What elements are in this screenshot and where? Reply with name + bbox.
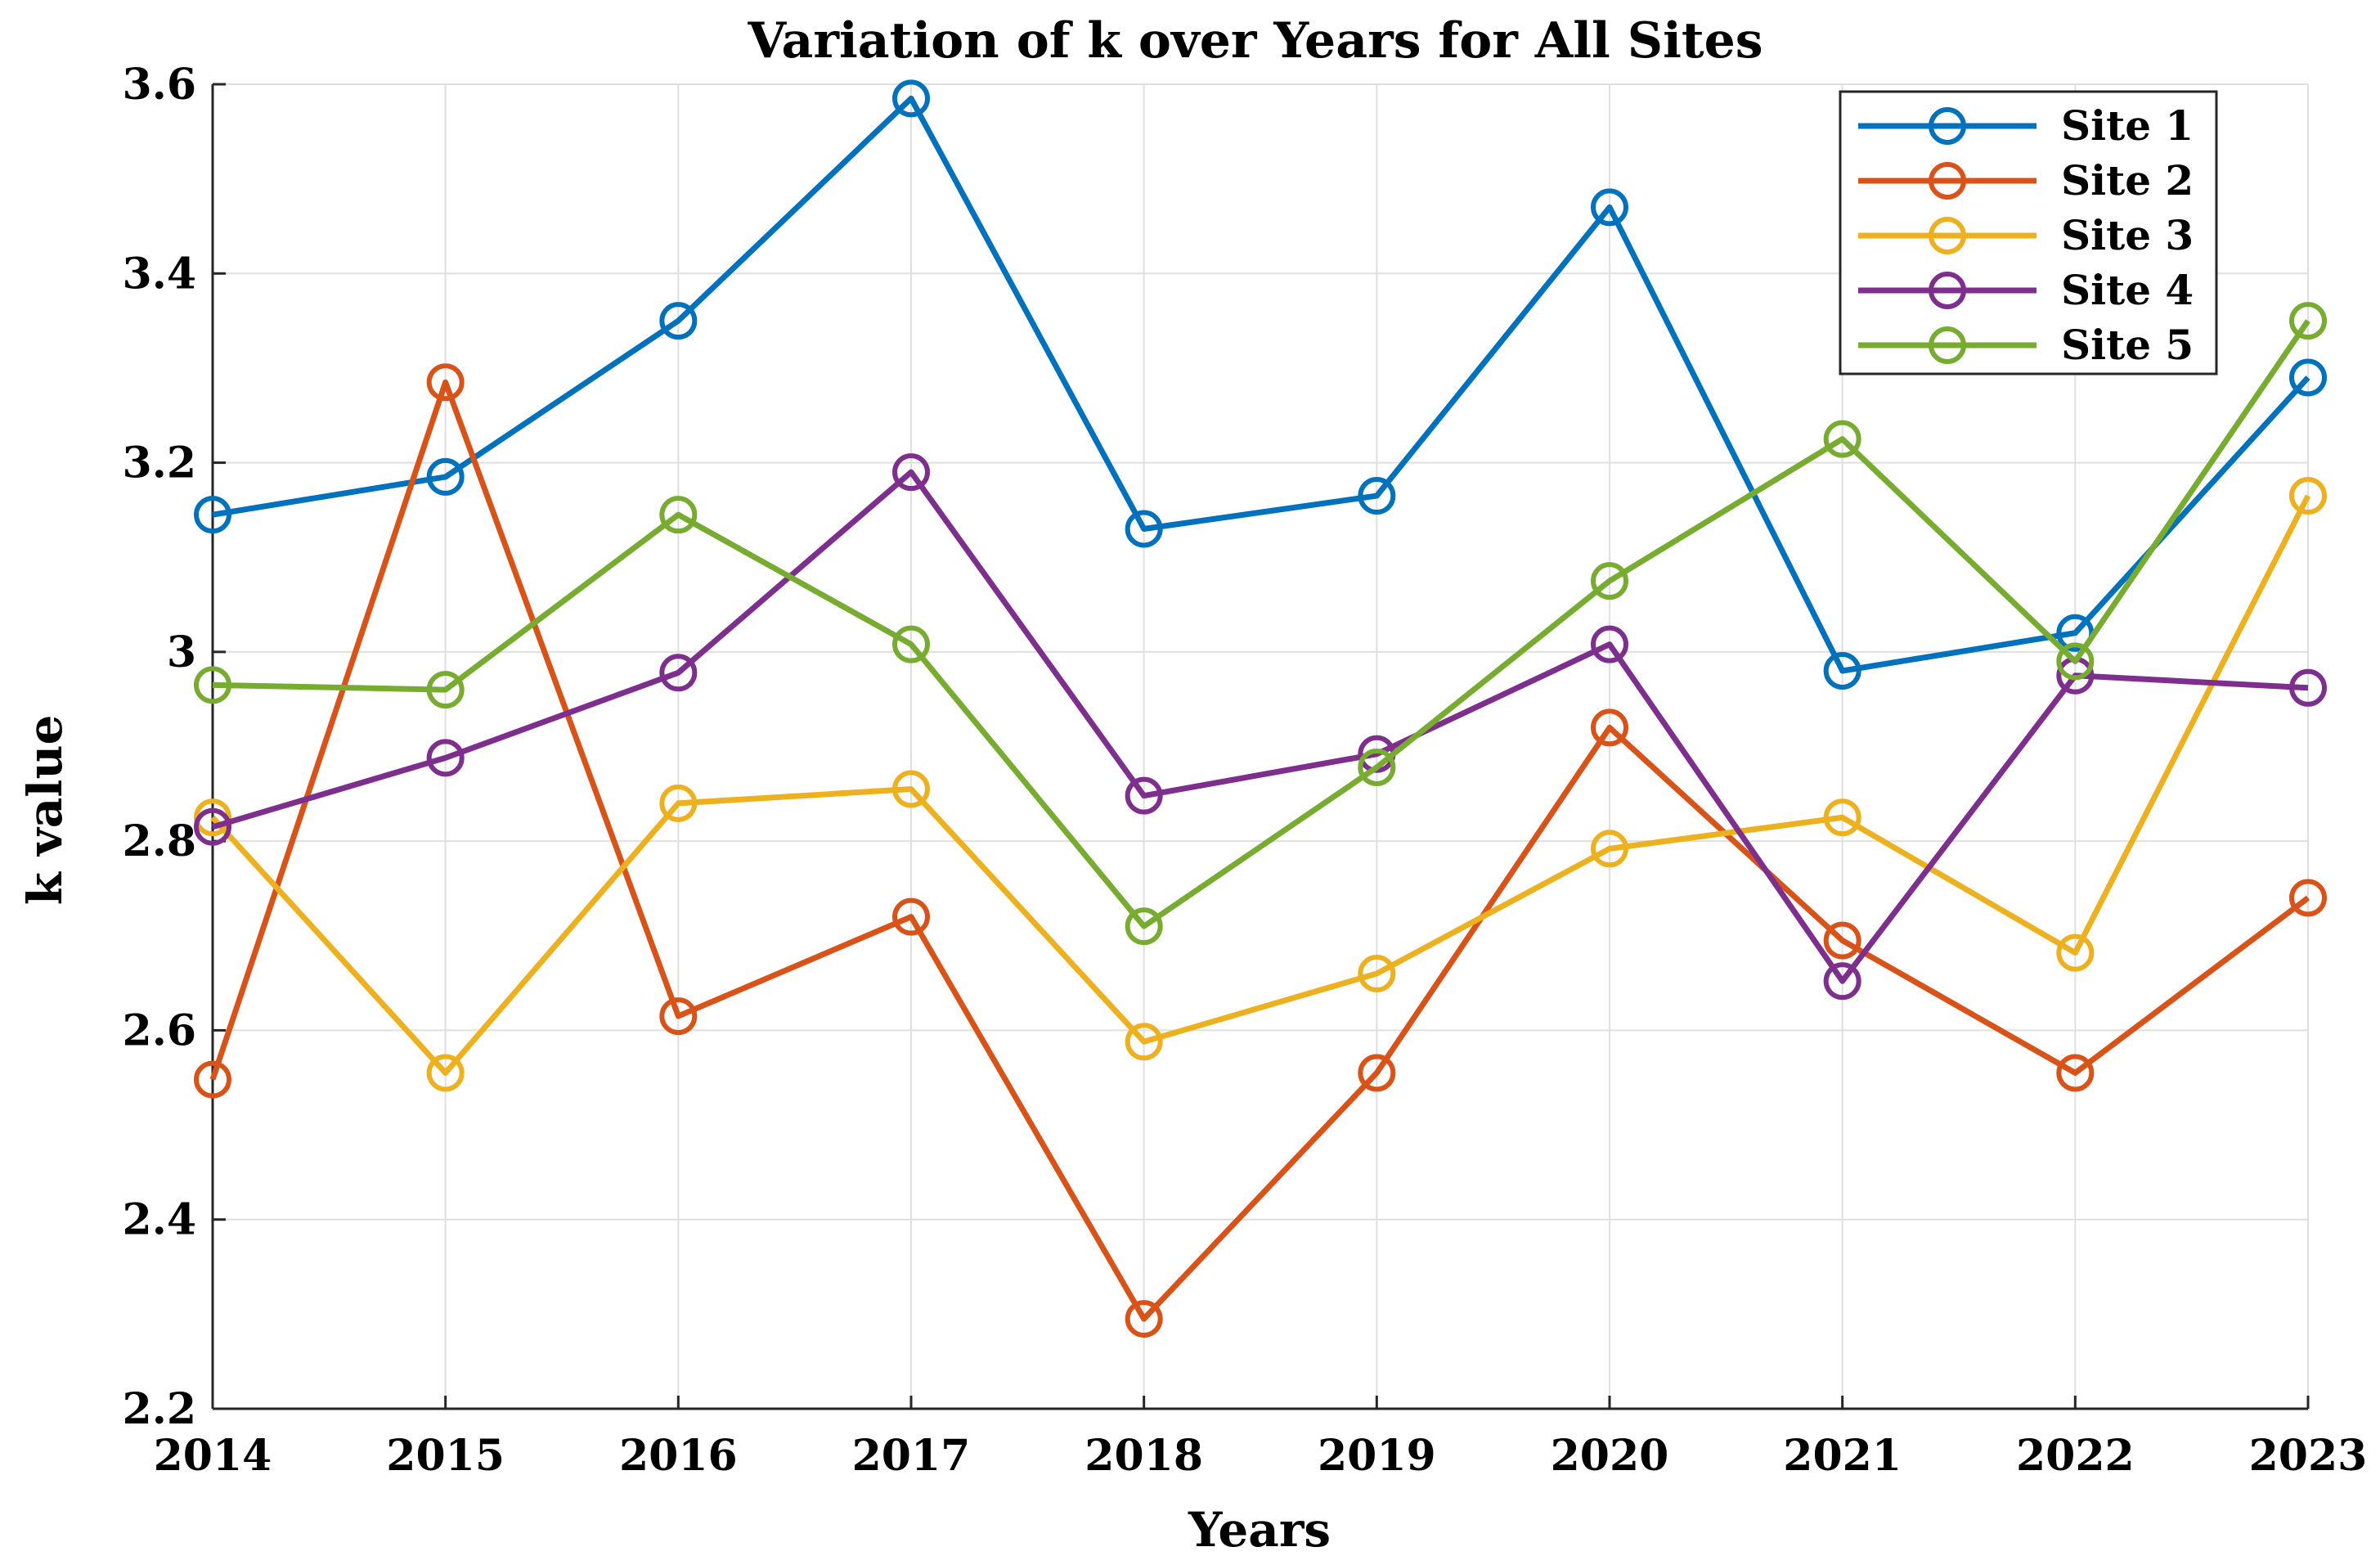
data-point: [426, 363, 465, 402]
x-tick-label: 2017: [852, 1431, 971, 1481]
data-point: [1358, 1054, 1396, 1092]
data-point: [194, 798, 231, 837]
data-point: [426, 1054, 465, 1092]
data-point: [194, 666, 231, 704]
y-tick-label: 2.4: [123, 1195, 196, 1245]
x-tick-label: 2015: [386, 1431, 505, 1481]
legend: Site 1 Site 2 Site 3 Site 4 Site 5: [1839, 90, 2218, 376]
data-point: [892, 770, 930, 808]
data-point: [426, 739, 465, 777]
legend-label: Site 5: [2061, 321, 2194, 369]
legend-marker: [1929, 272, 1966, 309]
legend-label: Site 1: [2061, 101, 2194, 150]
data-point: [1823, 798, 1861, 837]
data-point: [1125, 510, 1163, 548]
data-point: [2289, 477, 2327, 515]
data-point: [2289, 358, 2327, 397]
data-point: [2289, 302, 2327, 340]
series-line: [210, 494, 2311, 1076]
series-line: [212, 319, 2310, 929]
data-point: [892, 79, 930, 118]
y-tick-label: 3.2: [123, 438, 196, 488]
data-point: [1591, 188, 1628, 227]
series-line: [212, 469, 2309, 984]
legend-marker: [1929, 217, 1966, 254]
x-tick-label: 2023: [2249, 1431, 2368, 1481]
data-point: [1358, 748, 1396, 786]
chart-title: Variation of k over Years for All Sites: [747, 12, 1763, 70]
legend-marker: [1929, 107, 1966, 145]
data-point: [1591, 830, 1628, 868]
data-point: [659, 997, 698, 1036]
y-axis-label: k value: [17, 715, 73, 906]
series-5: [194, 302, 2327, 946]
data-point: [659, 654, 698, 692]
data-point: [892, 453, 930, 492]
data-point: [1591, 708, 1628, 747]
x-tick-label: 2022: [2016, 1431, 2135, 1481]
data-point: [892, 625, 930, 663]
data-point: [1125, 1300, 1163, 1338]
data-point: [194, 807, 231, 846]
data-point: [194, 1060, 231, 1099]
data-point: [194, 496, 231, 534]
data-point: [1591, 562, 1628, 600]
legend-item: Site 5: [1858, 321, 2194, 369]
data-point: [659, 302, 698, 340]
x-tick-label: 2018: [1084, 1431, 1203, 1481]
legend-item: Site 2: [1858, 156, 2194, 205]
tick-labels: 2.2 2.4 2.6 2.8 3 3.2 3.4 3.6 2014 2015 2016 2017 20…: [123, 60, 2368, 1481]
legend-marker: [1929, 162, 1966, 200]
data-point: [2056, 642, 2095, 681]
data-point: [1823, 962, 1861, 1001]
y-tick-label: 2.2: [123, 1384, 196, 1434]
axes: [211, 83, 2310, 1410]
data-point: [2289, 668, 2327, 707]
legend-label: Site 3: [2061, 211, 2194, 259]
data-point: [892, 897, 930, 936]
data-point: [1358, 477, 1396, 515]
x-tick-label: 2021: [1783, 1431, 1902, 1481]
data-point: [1125, 776, 1163, 815]
data-point: [426, 671, 465, 709]
data-point: [1125, 907, 1163, 946]
legend-label: Site 2: [2061, 156, 2194, 205]
x-axis-label: Years: [1188, 1502, 1331, 1558]
y-tick-label: 2.6: [123, 1005, 196, 1055]
data-point: [1591, 625, 1628, 663]
series-3: [194, 477, 2327, 1092]
legend-item: Site 1: [1858, 101, 2194, 150]
legend-marker: [1929, 326, 1966, 364]
y-tick-label: 3.4: [123, 249, 196, 299]
x-tick-label: 2019: [1318, 1431, 1436, 1481]
x-tick-label: 2020: [1551, 1431, 1669, 1481]
x-tick-label: 2016: [619, 1431, 738, 1481]
series-1: [194, 79, 2327, 690]
data-point: [1823, 420, 1861, 458]
data-point: [2289, 879, 2327, 917]
data-point: [1125, 1023, 1163, 1061]
series-line: [209, 379, 2310, 1322]
legend-item: Site 3: [1858, 211, 2194, 259]
y-tick-label: 2.8: [123, 816, 196, 866]
data-point: [1823, 921, 1861, 960]
data-point: [2056, 1054, 2095, 1092]
data-point: [2056, 933, 2095, 972]
data-point: [426, 457, 465, 496]
data-point: [659, 496, 698, 534]
legend-item: Site 4: [1858, 266, 2194, 314]
legend-label: Site 4: [2061, 266, 2194, 314]
series-group: [194, 79, 2327, 1338]
y-tick-label: 3.6: [123, 60, 196, 110]
series-4: [194, 453, 2327, 1001]
data-point: [1823, 651, 1861, 690]
data-point: [659, 784, 698, 822]
data-point: [1358, 955, 1396, 993]
x-tick-label: 2014: [154, 1431, 272, 1481]
y-tick-label: 3: [167, 627, 196, 677]
series-line: [212, 95, 2310, 674]
series-2: [194, 363, 2327, 1338]
